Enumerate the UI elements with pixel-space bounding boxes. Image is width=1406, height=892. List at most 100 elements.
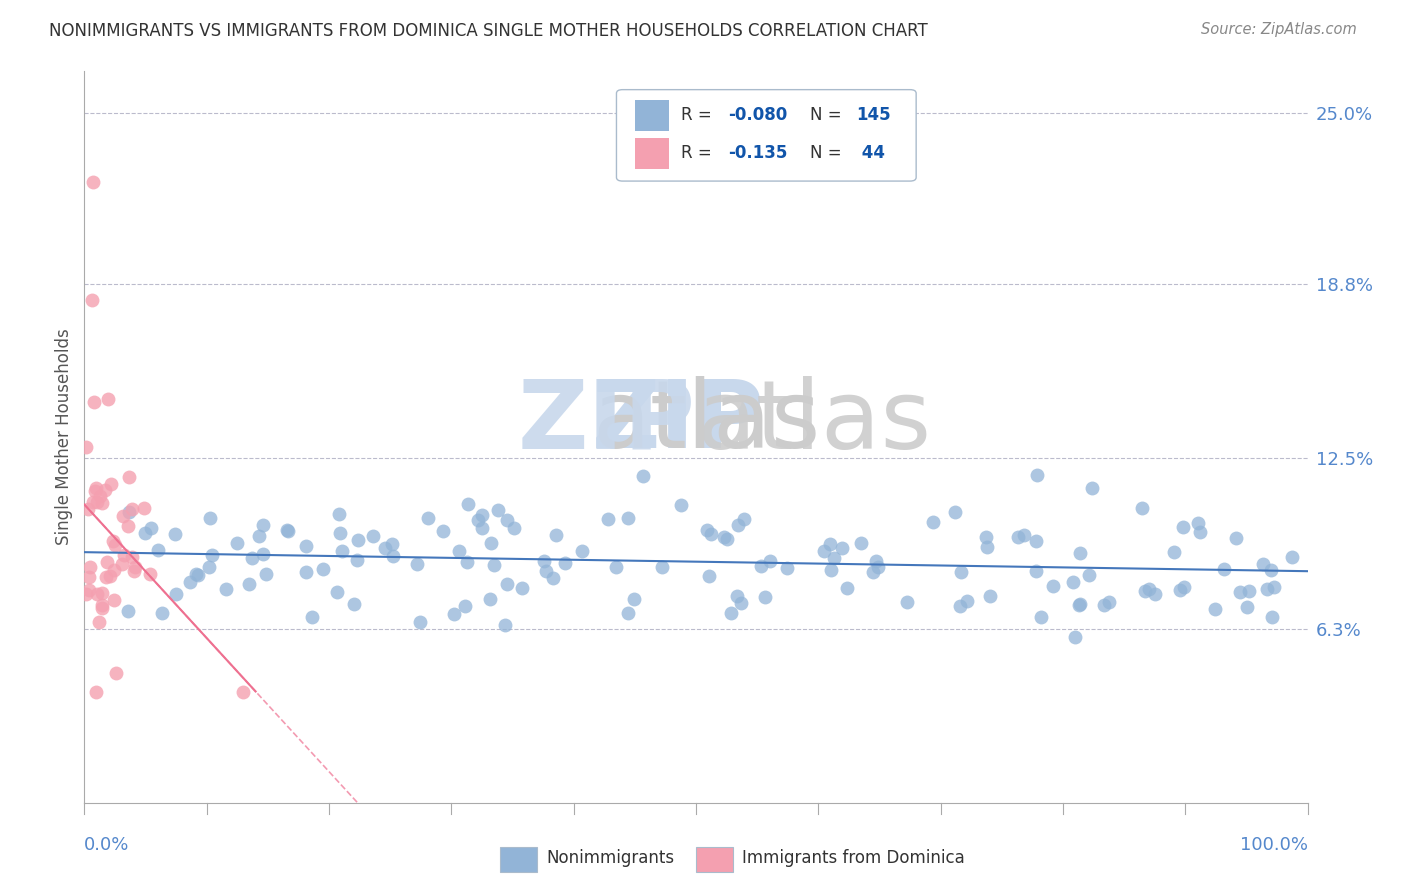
Point [866,560,889,574]
Point [1144,586,1167,600]
Point [374,541,396,555]
Point [416,511,439,525]
Point [467,513,489,527]
Point [502,521,524,535]
Point [328,507,350,521]
Text: ZIP: ZIP [517,376,696,469]
Point [90,601,112,615]
Point [862,565,884,579]
Point [820,536,842,550]
Point [83,483,105,498]
Point [163,526,186,541]
Point [725,590,748,604]
Point [1130,501,1153,516]
Point [754,590,776,604]
Point [1026,467,1049,482]
Point [536,564,558,578]
Point [347,533,370,548]
Point [1092,598,1115,612]
Point [240,550,263,565]
Point [1042,579,1064,593]
Point [697,568,720,582]
Text: Nonimmigrants: Nonimmigrants [547,848,675,867]
Point [226,536,249,550]
Point [486,502,509,516]
Bar [636,138,669,169]
Point [215,582,238,596]
Point [77,570,100,584]
Point [94,570,117,584]
Point [134,501,156,516]
Point [77,583,100,598]
Point [254,567,277,582]
Point [82,495,104,509]
Point [716,532,738,546]
Point [90,496,112,510]
Point [100,477,122,491]
Bar [636,100,669,130]
Point [98,569,121,583]
Point [276,523,298,537]
Point [605,559,627,574]
Point [976,540,998,554]
Point [1025,534,1047,549]
Point [381,549,404,563]
Point [97,392,120,406]
Point [141,521,163,535]
Point [727,518,749,533]
Point [651,560,673,574]
Point [122,564,145,578]
Point [82,175,104,189]
Point [111,557,134,571]
Point [496,577,519,591]
Point [89,615,111,630]
Point [447,544,470,558]
Point [232,685,254,699]
Point [84,481,107,495]
Text: ZIP: ZIP [592,376,765,468]
Text: 145: 145 [856,106,891,124]
Point [482,558,505,572]
Point [301,610,323,624]
Point [471,508,494,522]
Point [326,585,349,599]
Point [346,553,368,567]
Point [496,513,519,527]
Point [696,523,718,537]
Point [1225,531,1247,545]
Point [112,548,135,562]
FancyBboxPatch shape [616,90,917,181]
Point [820,563,842,577]
Point [1069,597,1091,611]
Point [1237,584,1260,599]
Text: 0.0%: 0.0% [84,836,129,854]
Point [1133,583,1156,598]
Point [121,549,143,564]
Point [494,618,516,632]
Bar [501,847,537,872]
Point [950,565,973,579]
Point [198,559,221,574]
Point [1173,580,1195,594]
Point [201,549,224,563]
Point [1281,549,1303,564]
Point [849,535,872,549]
Point [831,541,853,555]
Point [479,591,502,606]
Point [361,529,384,543]
Point [342,597,364,611]
Point [1029,609,1052,624]
Point [617,510,640,524]
Point [84,684,107,698]
Text: Source: ZipAtlas.com: Source: ZipAtlas.com [1201,22,1357,37]
Point [1069,546,1091,560]
Point [252,517,274,532]
Point [105,666,128,681]
Point [118,505,141,519]
Point [150,606,173,620]
Point [1062,574,1084,589]
Point [1077,567,1099,582]
Point [75,586,97,600]
Point [312,562,335,576]
Point [124,560,146,574]
